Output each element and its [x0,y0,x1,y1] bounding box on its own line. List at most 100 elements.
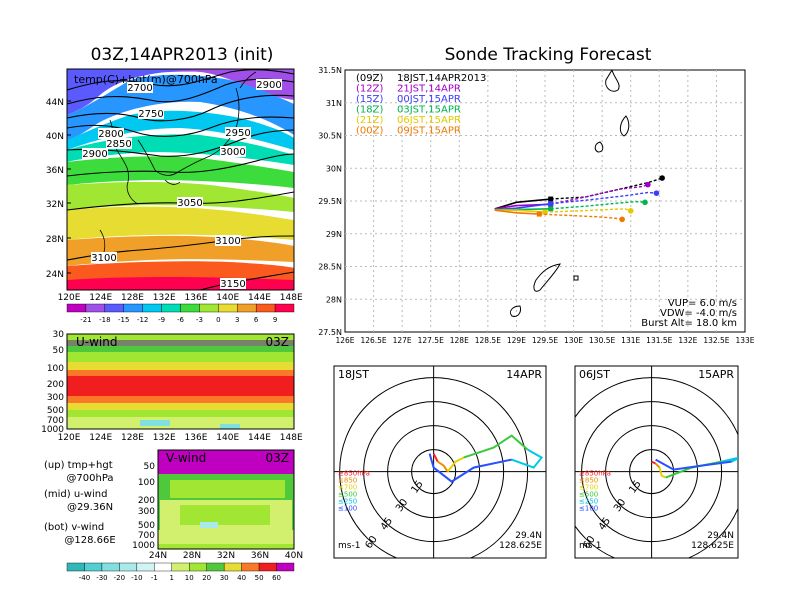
track-lat-label: 30.5N [318,132,342,141]
track-lon-label: 133E [735,336,754,345]
coastlines [509,70,630,317]
map-lon-label: 140E [216,293,239,303]
hodograph-legend-item: ≤850 [338,477,357,485]
legend-note-title: (up) tmp+hgt [44,460,113,471]
uwind-level-label: 700 [47,416,64,426]
temp-scale-label: -18 [99,316,110,324]
landing-point [627,208,634,214]
track-lat-label: 29.5N [318,197,342,206]
hodograph-trace [432,453,439,463]
vwind-lat-label: 36N [251,551,269,561]
hodograph-legend-item: ≤250 [338,498,357,506]
track-legend-time: 21JST,14APR [397,84,461,95]
vwind-level-label: 100 [138,478,155,488]
track-lat-label: 31.5N [318,66,342,75]
vwind-level-label: 700 [138,531,155,541]
burst-marker [548,201,554,207]
hodograph-time: 06JST [579,368,610,381]
temp-scale-label: 9 [273,316,277,324]
map-lon-label: 120E [58,293,81,303]
legend-note-title: (mid) u-wind [44,489,107,500]
hodograph-trace [437,460,449,473]
wind-color-scale: -40 -30 -20 -10 -1 1 10 20 30 40 50 60 [66,562,295,582]
wind-scale-label: 10 [185,574,194,582]
vwind-panel [158,450,294,549]
hodograph-date: 15APR [698,368,734,381]
legend-note-sub: @29.36N [67,502,113,513]
temp-scale-label: -21 [80,316,91,324]
vwind-lat-label: 28N [183,551,201,561]
wind-scale-label: -20 [114,574,125,582]
vwind-level-label: 200 [138,496,155,506]
track-lon-label: 131E [621,336,640,345]
legend-notes: (up) tmp+hgt @700hPa (mid) u-wind @29.36N (b… [44,460,116,546]
track-lon-label: 126.5E [360,336,386,345]
contour-label: 2900 [82,149,107,160]
temp-scale-swatch [142,303,162,313]
uwind-time: 03Z [266,335,290,349]
temp-scale-swatch [123,303,143,313]
temp-scale-swatch [104,303,124,313]
hodograph-lat: 29.4N [707,531,734,541]
track-lat-label: 28.5N [318,263,342,272]
track-lon-label: 128.5E [475,336,501,345]
temp-scale-swatch [237,303,257,313]
wind-scale-swatch [136,562,155,572]
track-lat-label: 31N [326,99,342,108]
temp-scale-label: 6 [254,316,259,324]
track-lat-label: 30N [326,164,342,173]
hodograph-legend-item: ≤500 [338,491,357,499]
vwind-lat-label: 40N [285,551,303,561]
uwind-lon-label: 124E [89,433,112,443]
launch-param: VUP= 6.0 m/s [668,298,737,309]
vwind-title: V-wind [166,451,206,465]
track-legend-time: 00JST,15APR [397,94,461,105]
hodograph-legend-item: ≤250 [579,498,598,506]
wind-scale-label: -40 [79,574,90,582]
vwind-level-label: 50 [144,462,156,472]
uwind-level-label: 200 [47,380,64,390]
map-lat-label: 28N [46,235,64,245]
track-line-dashed [550,191,657,205]
burst-marker [548,196,554,202]
contour-label: 3100 [91,253,116,264]
temp-scale-label: -15 [118,316,129,324]
map-lon-label: 128E [121,293,144,303]
track-line-dashed [550,200,646,210]
track-legend: (09Z) 18JST,14APR2013 (12Z) 21JST,14APR (15Z… [356,73,486,137]
track-lon-label: 129E [507,336,526,345]
track-lon-label: 127.5E [418,336,444,345]
contour-label: 3150 [220,279,245,290]
temp-scale-label: -12 [137,316,148,324]
track-line-solid [494,209,546,213]
wind-scale-label: 60 [272,574,281,582]
wind-scale-label: -10 [131,574,142,582]
uwind-level-label: 50 [53,346,65,356]
track-line-dashed [539,213,623,221]
contour-label: 2850 [106,139,131,150]
hodograph-unit: ms-1 [338,541,360,551]
wind-scale-swatch [223,562,242,572]
track-legend-time: 06JST,15APR [397,115,461,126]
hodograph-trace [651,460,657,465]
contour-label: 3000 [220,147,245,158]
temp-scale-label: -3 [196,316,203,324]
track-line-solid [494,198,551,210]
legend-note-sub: @128.66E [64,535,115,546]
hodograph-lat: 29.4N [515,531,542,541]
uwind-lon-label: 148E [280,433,303,443]
track-lon-label: 130.5E [589,336,615,345]
uwind-lon-label: 140E [216,433,239,443]
track-lat-label: 27.5N [318,328,342,337]
map-lat-label: 44N [46,98,64,108]
uwind-level-label: 30 [53,330,65,340]
wind-scale-swatch [119,562,138,572]
track-legend-time: 18JST,14APR2013 [397,73,486,84]
hodograph-trace [654,462,661,469]
contour-label: 2800 [98,129,123,140]
wind-scale-label: -30 [96,574,107,582]
temp-scale-swatch [274,303,295,313]
track-lat-label: 29N [326,230,342,239]
hodograph-trace [658,467,667,479]
